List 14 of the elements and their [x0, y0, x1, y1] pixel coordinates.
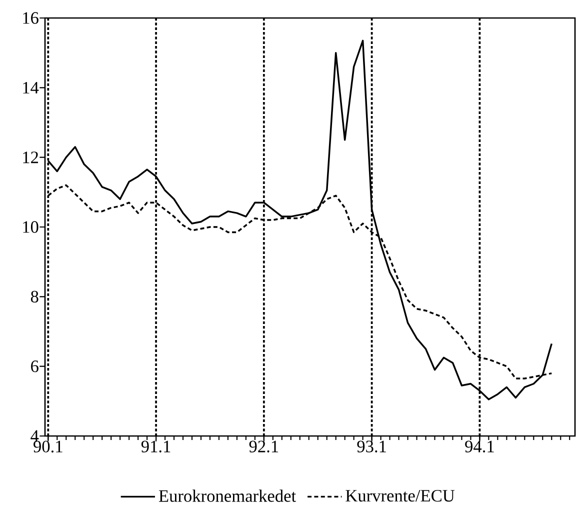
y-tick-label: 10 — [23, 221, 38, 233]
x-tick-label: 94.1 — [465, 440, 494, 452]
y-tick-label: 14 — [23, 82, 39, 94]
x-tick-label: 90.1 — [34, 440, 62, 452]
x-tick-label: 93.1 — [357, 440, 386, 452]
y-tick-label: 4 — [30, 430, 39, 442]
legend-label: Eurokronemarkedet — [158, 490, 296, 502]
y-tick-label: 6 — [31, 360, 38, 372]
legend-label: Kurvrente/ECU — [346, 490, 455, 502]
y-tick-label: 8 — [30, 290, 38, 303]
x-tick-label: 92.1 — [249, 440, 278, 452]
y-tick-label: 12 — [23, 152, 38, 164]
y-tick-label: 16 — [23, 12, 38, 24]
x-tick-label: 91.1 — [141, 440, 170, 452]
